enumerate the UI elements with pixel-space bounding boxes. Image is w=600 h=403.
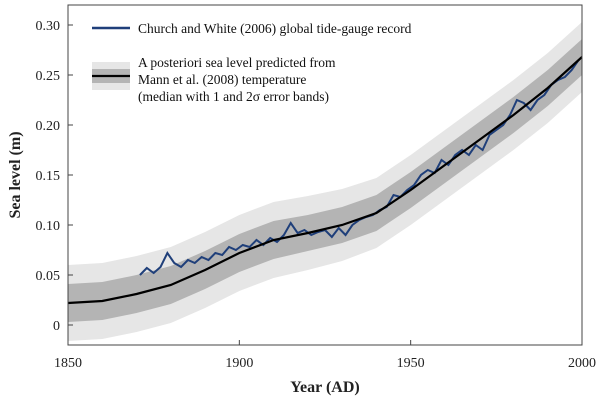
- y-axis-label: Sea level (m): [7, 131, 24, 218]
- y-tick-label: 0.10: [36, 219, 61, 234]
- x-axis-label: Year (AD): [290, 379, 359, 396]
- y-tick-label: 0.20: [36, 119, 61, 134]
- error-band: [68, 39, 582, 322]
- x-tick-label: 2000: [568, 356, 596, 371]
- y-tick-label: 0.15: [36, 169, 61, 184]
- x-tick-label: 1850: [54, 356, 82, 371]
- legend-label: A posteriori sea level predicted from Ma…: [138, 55, 336, 104]
- y-tick-label: 0.25: [36, 69, 61, 84]
- x-tick-label: 1950: [397, 356, 425, 371]
- series-line: [68, 56, 582, 305]
- legend: [92, 26, 130, 90]
- y-tick-label: 0.05: [36, 269, 61, 284]
- legend-label: Church and White (2006) global tide-gaug…: [138, 21, 412, 36]
- y-tick-label: 0.30: [36, 19, 61, 34]
- y-tick-label: 0: [53, 319, 60, 334]
- plot-area: [68, 22, 582, 341]
- x-tick-label: 1900: [225, 356, 253, 371]
